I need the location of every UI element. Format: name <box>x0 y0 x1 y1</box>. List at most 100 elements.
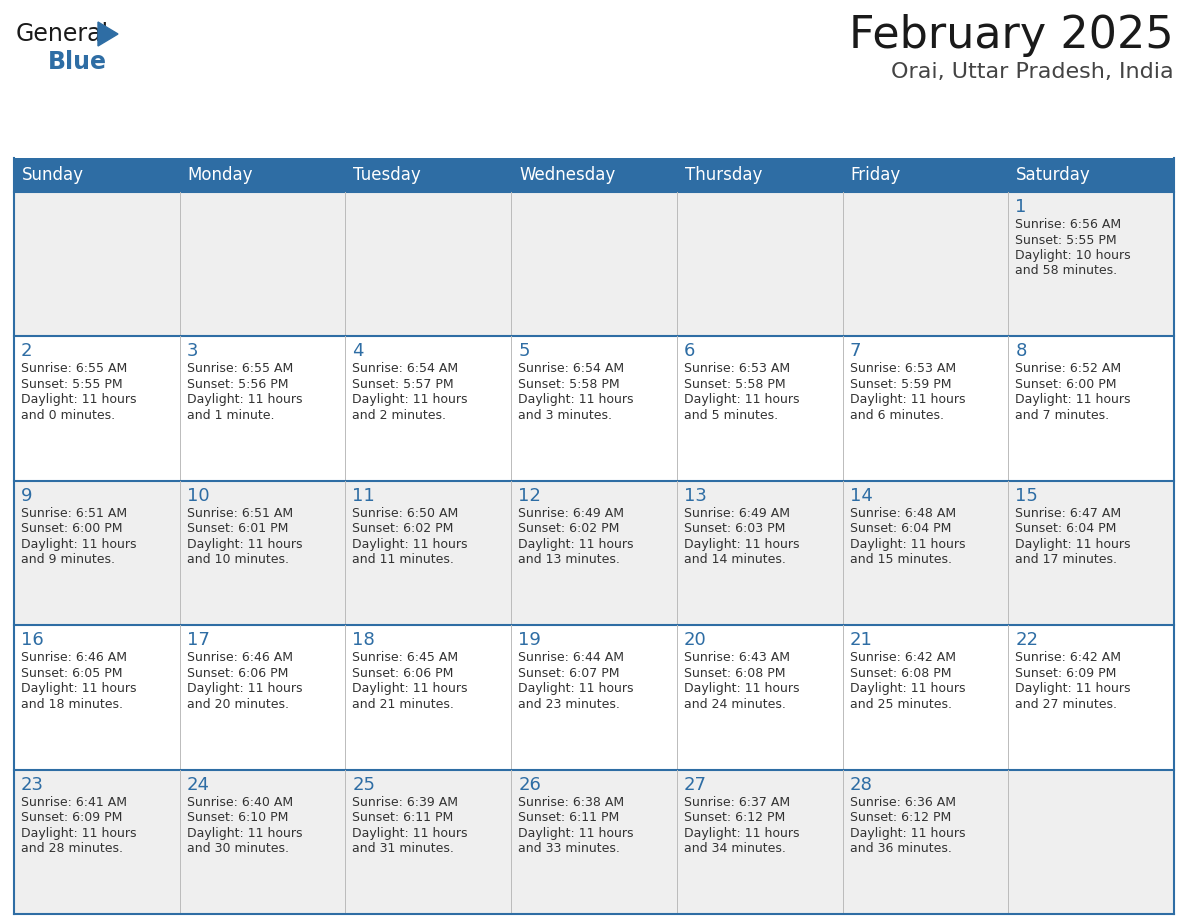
Text: 2: 2 <box>21 342 32 361</box>
Text: and 18 minutes.: and 18 minutes. <box>21 698 124 711</box>
Text: Sunrise: 6:36 AM: Sunrise: 6:36 AM <box>849 796 955 809</box>
Text: Daylight: 11 hours: Daylight: 11 hours <box>21 682 137 695</box>
Text: and 25 minutes.: and 25 minutes. <box>849 698 952 711</box>
Text: Daylight: 11 hours: Daylight: 11 hours <box>849 394 965 407</box>
Text: February 2025: February 2025 <box>849 14 1174 57</box>
Text: Daylight: 11 hours: Daylight: 11 hours <box>187 394 302 407</box>
Text: and 10 minutes.: and 10 minutes. <box>187 554 289 566</box>
Text: and 58 minutes.: and 58 minutes. <box>1016 264 1118 277</box>
Text: Sunset: 6:02 PM: Sunset: 6:02 PM <box>518 522 619 535</box>
Text: Sunset: 6:05 PM: Sunset: 6:05 PM <box>21 666 122 679</box>
Text: and 27 minutes.: and 27 minutes. <box>1016 698 1117 711</box>
Text: 14: 14 <box>849 487 872 505</box>
Text: and 24 minutes.: and 24 minutes. <box>684 698 785 711</box>
Text: Sunset: 5:59 PM: Sunset: 5:59 PM <box>849 378 952 391</box>
Text: Daylight: 11 hours: Daylight: 11 hours <box>684 538 800 551</box>
Text: General: General <box>15 22 109 46</box>
Text: Orai, Uttar Pradesh, India: Orai, Uttar Pradesh, India <box>891 62 1174 82</box>
Text: Sunset: 5:58 PM: Sunset: 5:58 PM <box>684 378 785 391</box>
Text: 25: 25 <box>353 776 375 793</box>
Text: Sunset: 6:08 PM: Sunset: 6:08 PM <box>849 666 952 679</box>
Text: Sunrise: 6:42 AM: Sunrise: 6:42 AM <box>1016 651 1121 665</box>
Text: Daylight: 11 hours: Daylight: 11 hours <box>849 538 965 551</box>
Text: and 15 minutes.: and 15 minutes. <box>849 554 952 566</box>
Bar <box>14 336 1174 481</box>
Text: Sunset: 6:08 PM: Sunset: 6:08 PM <box>684 666 785 679</box>
Text: and 5 minutes.: and 5 minutes. <box>684 409 778 422</box>
Text: Sunset: 6:06 PM: Sunset: 6:06 PM <box>187 666 287 679</box>
Text: Sunrise: 6:55 AM: Sunrise: 6:55 AM <box>21 363 127 375</box>
Text: Monday: Monday <box>188 166 253 184</box>
Bar <box>14 769 1174 914</box>
Polygon shape <box>97 22 118 46</box>
Text: Sunset: 6:03 PM: Sunset: 6:03 PM <box>684 522 785 535</box>
Text: Daylight: 11 hours: Daylight: 11 hours <box>21 538 137 551</box>
Text: and 1 minute.: and 1 minute. <box>187 409 274 422</box>
Text: 20: 20 <box>684 632 707 649</box>
Text: Daylight: 11 hours: Daylight: 11 hours <box>849 682 965 695</box>
Text: Sunset: 5:55 PM: Sunset: 5:55 PM <box>21 378 122 391</box>
Text: Sunset: 6:06 PM: Sunset: 6:06 PM <box>353 666 454 679</box>
Text: 24: 24 <box>187 776 210 793</box>
Text: Sunset: 5:58 PM: Sunset: 5:58 PM <box>518 378 620 391</box>
Text: Sunrise: 6:50 AM: Sunrise: 6:50 AM <box>353 507 459 520</box>
Text: 5: 5 <box>518 342 530 361</box>
Text: Daylight: 11 hours: Daylight: 11 hours <box>518 538 633 551</box>
Bar <box>14 481 1174 625</box>
Text: and 6 minutes.: and 6 minutes. <box>849 409 943 422</box>
Text: Sunrise: 6:51 AM: Sunrise: 6:51 AM <box>21 507 127 520</box>
Text: Sunrise: 6:38 AM: Sunrise: 6:38 AM <box>518 796 624 809</box>
Bar <box>14 625 1174 769</box>
Text: Sunrise: 6:40 AM: Sunrise: 6:40 AM <box>187 796 292 809</box>
Text: Sunrise: 6:48 AM: Sunrise: 6:48 AM <box>849 507 955 520</box>
Text: Daylight: 11 hours: Daylight: 11 hours <box>353 826 468 840</box>
Text: Blue: Blue <box>48 50 107 74</box>
Text: Sunrise: 6:53 AM: Sunrise: 6:53 AM <box>849 363 955 375</box>
Text: Sunset: 6:02 PM: Sunset: 6:02 PM <box>353 522 454 535</box>
Text: and 23 minutes.: and 23 minutes. <box>518 698 620 711</box>
Text: Sunset: 6:12 PM: Sunset: 6:12 PM <box>849 812 950 824</box>
Text: Sunrise: 6:39 AM: Sunrise: 6:39 AM <box>353 796 459 809</box>
Text: 6: 6 <box>684 342 695 361</box>
Text: Daylight: 10 hours: Daylight: 10 hours <box>1016 249 1131 262</box>
Text: 17: 17 <box>187 632 209 649</box>
Text: Sunrise: 6:55 AM: Sunrise: 6:55 AM <box>187 363 293 375</box>
Text: Sunrise: 6:43 AM: Sunrise: 6:43 AM <box>684 651 790 665</box>
Text: Daylight: 11 hours: Daylight: 11 hours <box>518 394 633 407</box>
Text: Sunrise: 6:46 AM: Sunrise: 6:46 AM <box>187 651 292 665</box>
Text: Sunset: 6:11 PM: Sunset: 6:11 PM <box>518 812 619 824</box>
Text: and 13 minutes.: and 13 minutes. <box>518 554 620 566</box>
Bar <box>14 192 1174 336</box>
Text: Sunrise: 6:54 AM: Sunrise: 6:54 AM <box>353 363 459 375</box>
Text: and 34 minutes.: and 34 minutes. <box>684 842 785 855</box>
Text: 7: 7 <box>849 342 861 361</box>
Text: and 31 minutes.: and 31 minutes. <box>353 842 454 855</box>
Text: 13: 13 <box>684 487 707 505</box>
Text: Daylight: 11 hours: Daylight: 11 hours <box>518 826 633 840</box>
Text: Sunrise: 6:41 AM: Sunrise: 6:41 AM <box>21 796 127 809</box>
Text: 18: 18 <box>353 632 375 649</box>
Text: Sunrise: 6:51 AM: Sunrise: 6:51 AM <box>187 507 292 520</box>
Text: and 21 minutes.: and 21 minutes. <box>353 698 454 711</box>
Text: and 30 minutes.: and 30 minutes. <box>187 842 289 855</box>
Text: Sunrise: 6:42 AM: Sunrise: 6:42 AM <box>849 651 955 665</box>
Text: Sunrise: 6:49 AM: Sunrise: 6:49 AM <box>684 507 790 520</box>
Text: 1: 1 <box>1016 198 1026 216</box>
Text: Sunrise: 6:47 AM: Sunrise: 6:47 AM <box>1016 507 1121 520</box>
Text: 16: 16 <box>21 632 44 649</box>
Text: Daylight: 11 hours: Daylight: 11 hours <box>849 826 965 840</box>
Text: Sunset: 6:00 PM: Sunset: 6:00 PM <box>21 522 122 535</box>
Text: 27: 27 <box>684 776 707 793</box>
Text: 23: 23 <box>21 776 44 793</box>
Text: 9: 9 <box>21 487 32 505</box>
Text: and 14 minutes.: and 14 minutes. <box>684 554 785 566</box>
Text: Sunrise: 6:53 AM: Sunrise: 6:53 AM <box>684 363 790 375</box>
Bar <box>14 158 1174 192</box>
Text: Daylight: 11 hours: Daylight: 11 hours <box>684 826 800 840</box>
Text: and 0 minutes.: and 0 minutes. <box>21 409 115 422</box>
Text: Sunset: 5:55 PM: Sunset: 5:55 PM <box>1016 233 1117 247</box>
Text: Sunset: 6:11 PM: Sunset: 6:11 PM <box>353 812 454 824</box>
Text: Daylight: 11 hours: Daylight: 11 hours <box>187 826 302 840</box>
Text: Daylight: 11 hours: Daylight: 11 hours <box>518 682 633 695</box>
Text: Daylight: 11 hours: Daylight: 11 hours <box>187 682 302 695</box>
